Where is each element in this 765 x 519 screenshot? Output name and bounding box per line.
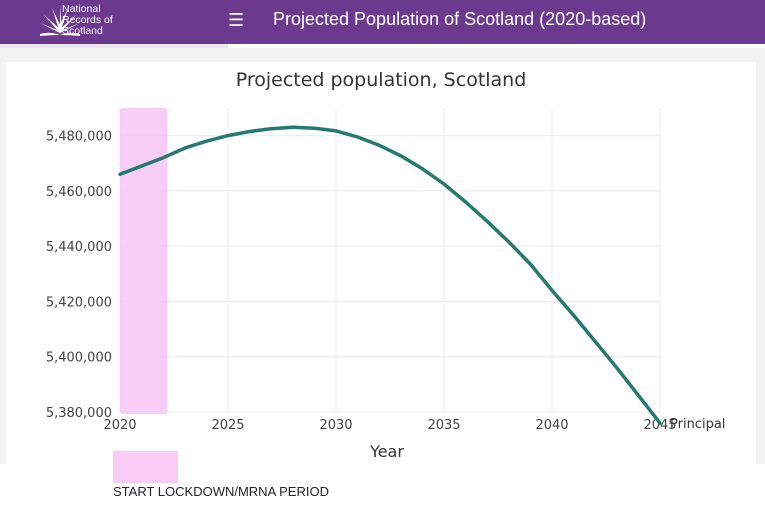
chart-title: Projected population, Scotland [236, 69, 527, 91]
series-line-principal [118, 125, 662, 425]
hamburger-menu-icon[interactable]: ☰ [228, 10, 245, 31]
y-tick-label: 5,420,000 [46, 295, 112, 310]
y-tick-label: 5,440,000 [46, 240, 112, 255]
highlight-legend-label: START LOCKDOWN/MRNA PERIOD [113, 484, 329, 499]
x-tick-label: 2040 [535, 418, 568, 433]
x-axis-title: Year [369, 442, 404, 461]
org-name: National Records of Scotland [62, 4, 113, 37]
highlight-legend-swatch [113, 451, 178, 483]
y-tick-label: 5,460,000 [46, 185, 112, 200]
x-tick-label: 2030 [319, 418, 352, 433]
lockdown-highlight-band [120, 108, 168, 414]
org-line-3: Scotland [62, 25, 103, 37]
org-line-1: National [62, 3, 101, 15]
nrs-logo-icon [40, 6, 80, 36]
y-tick-label: 5,480,000 [46, 130, 112, 145]
x-tick-label: 2025 [211, 418, 244, 433]
logo-underline [0, 44, 228, 48]
top-bar: National Records of Scotland ☰ Projected… [0, 0, 765, 44]
x-tick-label: 2020 [103, 418, 136, 433]
x-tick-label: 2035 [427, 418, 460, 433]
series-label: Principal [670, 417, 725, 432]
org-line-2: Records of [62, 14, 113, 26]
app-title: Projected Population of Scotland (2020-b… [273, 9, 647, 29]
y-tick-label: 5,380,000 [46, 406, 112, 421]
y-tick-label: 5,400,000 [46, 351, 112, 366]
x-tick-label: 2045 [643, 418, 676, 433]
